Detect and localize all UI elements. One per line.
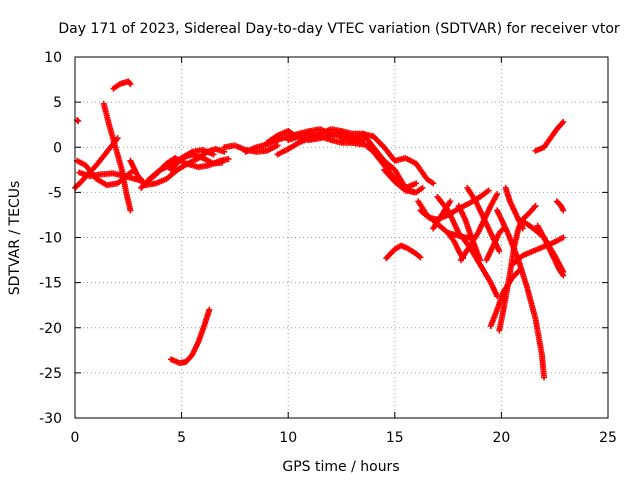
y-tick-label: -25: [39, 366, 62, 382]
series-arc-afternoon-2: [349, 130, 417, 196]
y-tick-label: -10: [39, 231, 62, 247]
x-tick-label: 25: [599, 430, 617, 446]
series-arc-late-17: [534, 222, 567, 279]
data-point: [274, 142, 281, 149]
axis-ticks: 0 5 10 15 20 25 10 5 0 -5 -10 -15 -20 -25 -30: [39, 50, 617, 446]
data-point: [419, 184, 426, 191]
series-arc-late-14: [502, 184, 526, 232]
series-arc-late-10: [483, 225, 507, 264]
y-tick-label: 10: [44, 50, 62, 66]
series-arc-late-19: [553, 198, 567, 214]
series-arc-late-4: [430, 198, 454, 232]
x-tick-label: 15: [386, 430, 404, 446]
data-points: [72, 78, 567, 381]
data-point: [210, 151, 217, 158]
series-arc-afternoon-3: [370, 133, 437, 187]
series-arc-afternoon-4: [381, 166, 426, 196]
y-tick-label: -5: [48, 185, 62, 201]
series-arc-midday-4: [285, 130, 366, 148]
y-tick-label: -30: [39, 411, 62, 427]
data-point: [413, 180, 420, 187]
data-point: [560, 118, 567, 125]
data-point: [127, 207, 134, 214]
data-point: [541, 374, 548, 381]
series-arc-late-18: [532, 118, 567, 154]
series-arc-late-1: [383, 242, 424, 262]
y-tick-label: 0: [53, 140, 62, 156]
series-arc-early-6: [110, 78, 134, 92]
y-tick-label: -20: [39, 321, 62, 337]
series-arc-early-5: [100, 100, 134, 214]
data-point: [417, 254, 424, 261]
plot-frame: [74, 56, 609, 419]
x-tick-label: 20: [492, 430, 510, 446]
chart-title: Day 171 of 2023, Sidereal Day-to-day VTE…: [58, 21, 620, 37]
x-tick-label: 5: [177, 430, 186, 446]
data-point: [519, 225, 526, 232]
grid-lines: [75, 57, 608, 418]
data-point: [225, 155, 232, 162]
data-point: [447, 198, 454, 205]
data-point: [430, 180, 437, 187]
y-axis-title: SDTVAR / TECUs: [7, 181, 23, 296]
data-point: [560, 272, 567, 279]
x-tick-label: 10: [279, 430, 297, 446]
series-arc-late-13: [487, 266, 524, 329]
data-point: [219, 159, 226, 166]
data-point: [477, 257, 484, 264]
data-point: [127, 81, 134, 88]
x-axis-title: GPS time / hours: [282, 459, 399, 475]
x-tick-label: 0: [71, 430, 80, 446]
y-tick-label: 5: [53, 95, 62, 111]
series-arc-dip: [167, 306, 213, 366]
series-arc-late-8: [457, 191, 501, 264]
data-point: [485, 187, 492, 194]
data-point: [496, 248, 503, 255]
y-tick-label: -15: [39, 276, 62, 292]
data-point: [494, 191, 501, 198]
data-point: [75, 118, 82, 125]
data-point: [560, 207, 567, 214]
series-arc-late-15: [509, 234, 567, 268]
data-point: [560, 234, 567, 241]
data-point: [206, 306, 213, 313]
data-point: [494, 293, 501, 300]
data-point: [517, 266, 524, 273]
series-arc-late-5: [434, 193, 501, 300]
series-arc-morning-4: [167, 151, 226, 173]
data-point: [532, 202, 539, 209]
